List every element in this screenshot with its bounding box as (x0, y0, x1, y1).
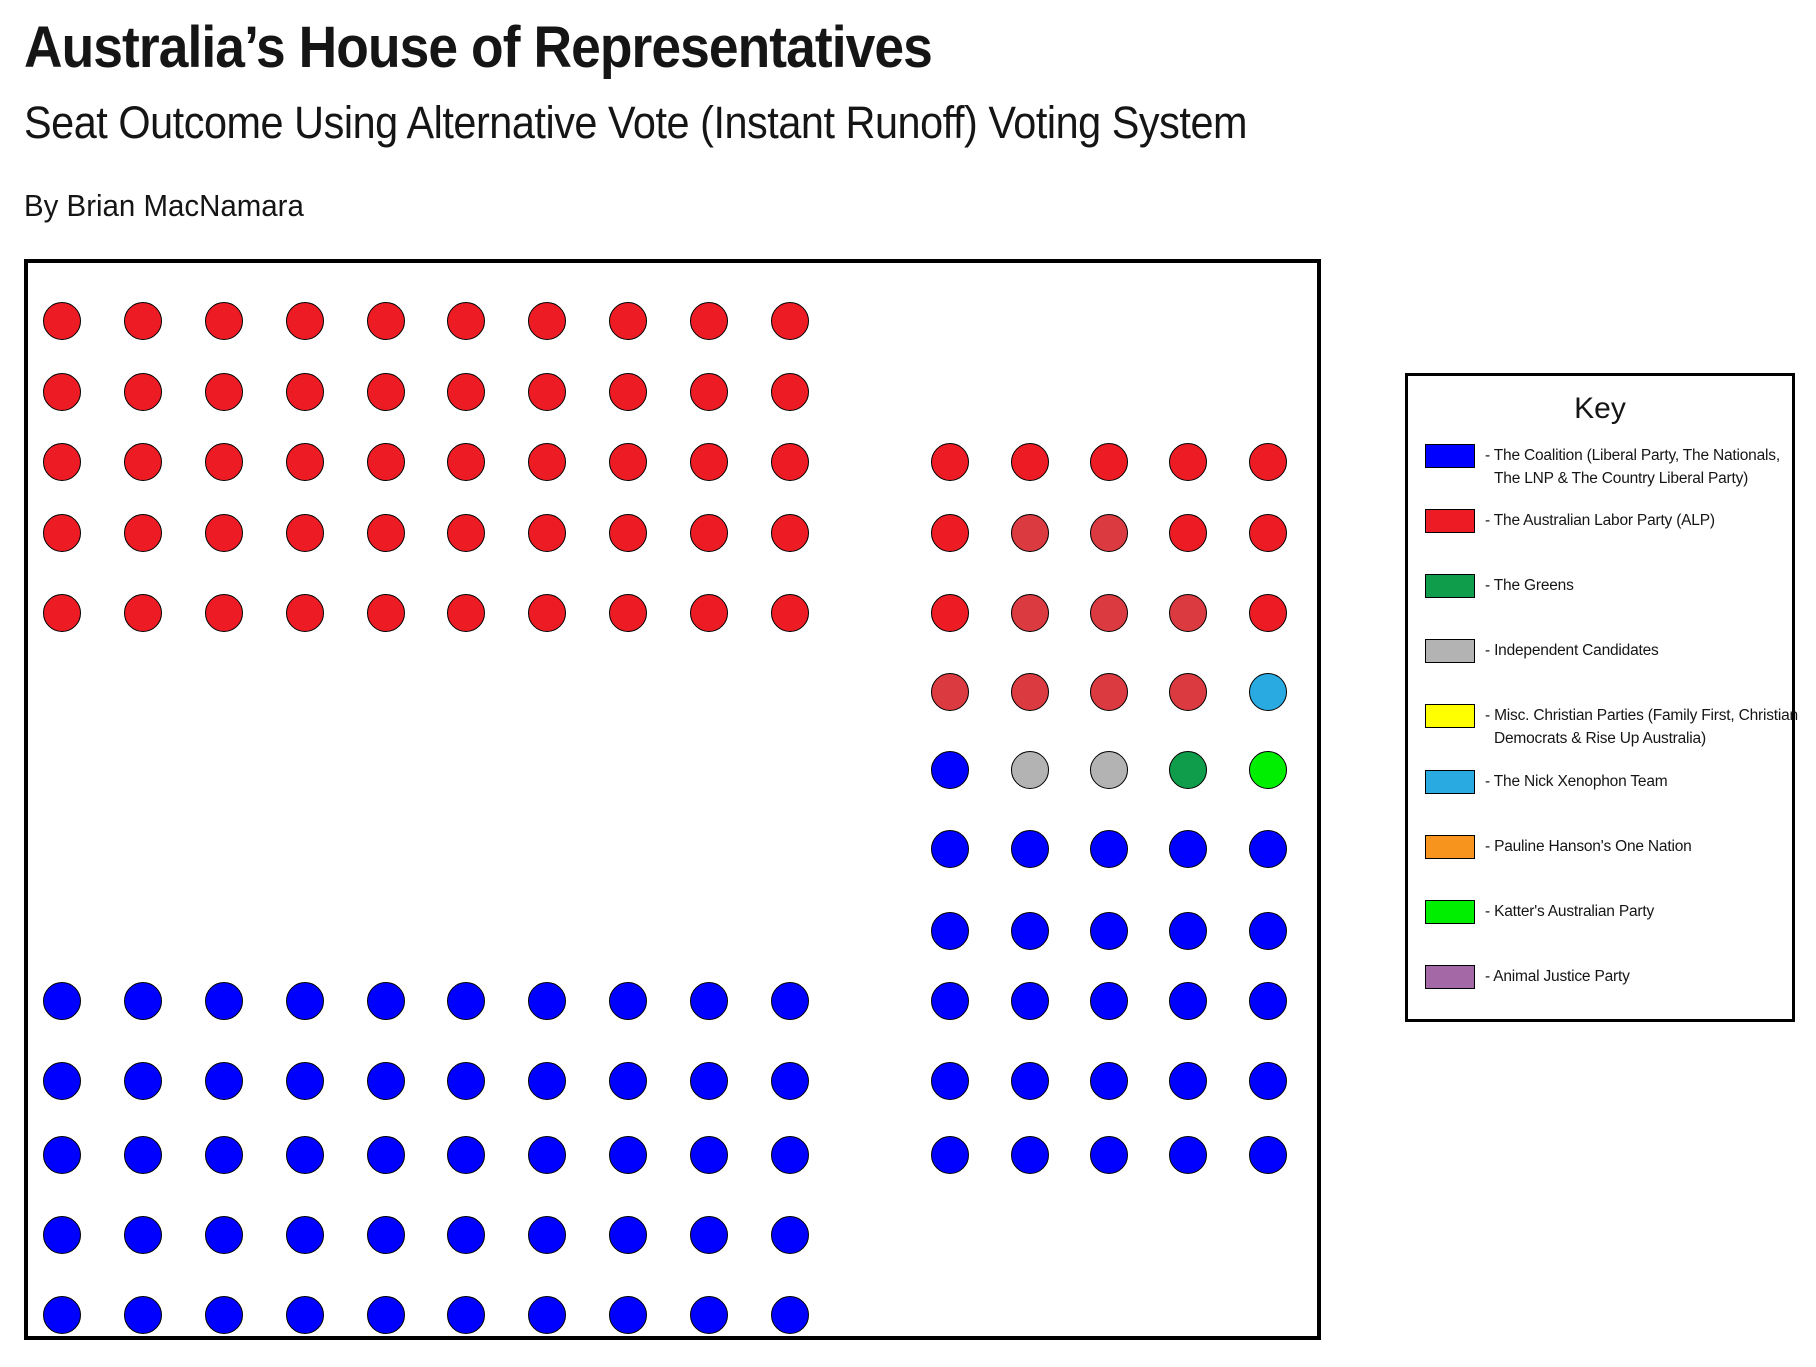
key-entry-independent: - Independent Candidates (1425, 639, 1785, 664)
key-label-katter: - Katter's Australian Party (1485, 902, 1654, 920)
key-swatch-coalition (1425, 444, 1475, 468)
key-entry-coalition: - The Coalition (Liberal Party, The Nati… (1425, 444, 1785, 490)
key-entry-one-nation: - Pauline Hanson's One Nation (1425, 834, 1785, 859)
key-swatch-labor (1425, 509, 1475, 534)
key-box: Key - The Coalition (Liberal Party, The … (1405, 373, 1798, 1022)
key-label-nick-xenophon-team: - The Nick Xenophon Team (1485, 772, 1668, 790)
key-entry-nick-xenophon-team: - The Nick Xenophon Team (1425, 769, 1785, 794)
page-title: Australia’s House of Representatives (24, 15, 933, 80)
key-swatch-nick-xenophon-team (1425, 769, 1475, 794)
seat-map-frame (24, 259, 1321, 1340)
key-swatch-greens (1425, 574, 1475, 599)
key-swatch-animal-justice (1425, 964, 1475, 989)
key-label-labor: - The Australian Labor Party (ALP) (1485, 512, 1715, 530)
byline: By Brian MacNamara (24, 188, 304, 223)
key-label-coalition: - The Coalition (Liberal Party, The Nati… (1485, 447, 1780, 487)
key-label-christian-parties: - Misc. Christian Parties (Family First,… (1485, 707, 1798, 748)
page-subtitle: Seat Outcome Using Alternative Vote (Ins… (24, 97, 1248, 148)
key-swatch-katter (1425, 899, 1475, 924)
key-swatch-independent (1425, 639, 1475, 664)
key-entry-greens: - The Greens (1425, 574, 1785, 599)
key-entry-animal-justice: - Animal Justice Party (1425, 964, 1785, 989)
key-entry-labor: - The Australian Labor Party (ALP) (1425, 509, 1785, 534)
key-swatch-one-nation (1425, 834, 1475, 859)
key-entry-katter: - Katter's Australian Party (1425, 899, 1785, 924)
key-label-one-nation: - Pauline Hanson's One Nation (1485, 837, 1692, 855)
key-label-greens: - The Greens (1485, 577, 1574, 595)
key-swatch-christian-parties (1425, 704, 1475, 729)
key-entry-christian-parties: - Misc. Christian Parties (Family First,… (1425, 704, 1798, 750)
key-label-independent: - Independent Candidates (1485, 642, 1659, 660)
key-title: Key (1574, 392, 1626, 425)
key-label-animal-justice: - Animal Justice Party (1485, 967, 1630, 985)
